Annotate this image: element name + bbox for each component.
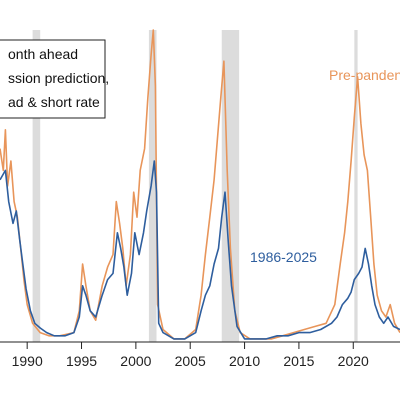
x-tick-label-2015: 2015 (283, 353, 314, 369)
series-line-1986-2025 (0, 160, 400, 340)
recession-band-4 (354, 30, 358, 342)
legend-line-1: onth ahead (8, 46, 78, 62)
series-label-1986-2025: 1986-2025 (250, 249, 317, 265)
legend-line-2: ssion prediction, (8, 70, 109, 86)
legend-line-3: ad & short rate (8, 94, 100, 110)
x-tick-label-1995: 1995 (66, 353, 97, 369)
legend-frame (0, 39, 106, 119)
x-axis-ticks: 1990 1995 2000 2005 2010 2015 2020 (12, 342, 369, 369)
legend-box: onth ahead ssion prediction, ad & short … (0, 39, 109, 119)
x-tick-label-2020: 2020 (338, 353, 369, 369)
x-tick-label-2000: 2000 (120, 353, 151, 369)
series-lines (0, 29, 400, 340)
x-tick-label-2005: 2005 (175, 353, 206, 369)
recession-band-2 (148, 30, 157, 342)
x-tick-label-1990: 1990 (12, 353, 43, 369)
series-label-pre-pandemic: Pre-panden (329, 67, 400, 83)
recession-band-1 (32, 30, 41, 342)
x-tick-label-2010: 2010 (229, 353, 260, 369)
